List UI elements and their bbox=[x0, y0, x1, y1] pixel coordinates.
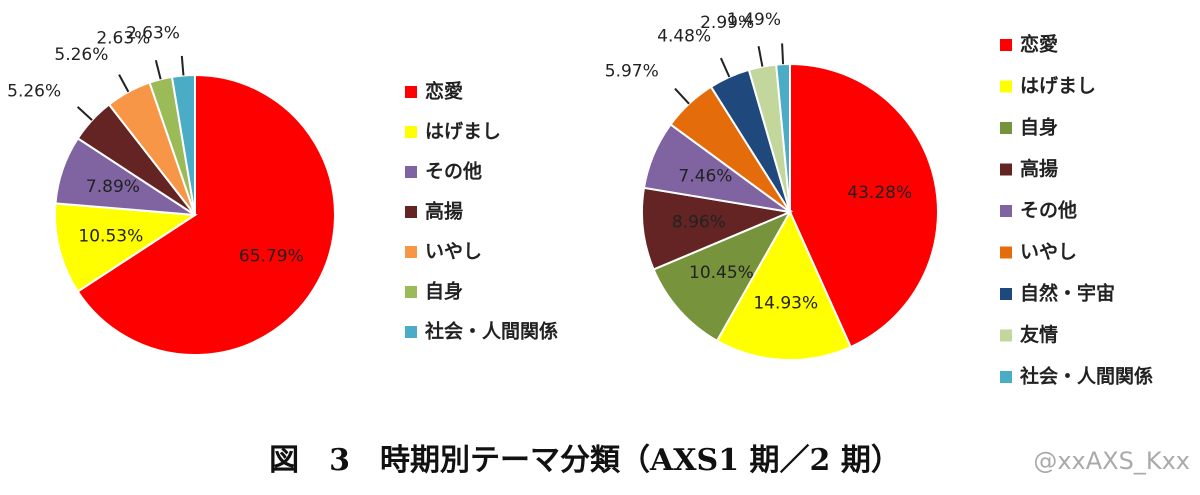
leader-line bbox=[757, 46, 764, 67]
legend-swatch bbox=[1000, 80, 1012, 93]
data-label: 4.48% bbox=[657, 26, 711, 46]
leader-line bbox=[76, 106, 93, 121]
legend-label: 恋愛 bbox=[1020, 33, 1058, 56]
leader-line bbox=[154, 60, 162, 80]
data-label: 7.46% bbox=[678, 166, 732, 186]
pie-slice bbox=[54, 202, 198, 293]
legend-swatch bbox=[1000, 329, 1012, 342]
data-label: 65.79% bbox=[239, 246, 304, 266]
leader-line bbox=[118, 74, 130, 93]
watermark: @xxAXS_Kxx bbox=[1033, 447, 1190, 475]
data-label: 8.96% bbox=[672, 213, 726, 233]
data-label: 5.26% bbox=[7, 82, 61, 102]
legend-swatch bbox=[1000, 205, 1012, 217]
legend-label: はげまし bbox=[1020, 75, 1096, 97]
legend-label: 恋愛 bbox=[425, 80, 463, 103]
legend-swatch bbox=[1000, 163, 1012, 176]
legend-label: いやし bbox=[425, 241, 482, 263]
legend-label: 社会・人間関係 bbox=[1019, 365, 1153, 388]
pie-slice bbox=[641, 186, 794, 271]
leader-line bbox=[674, 87, 690, 105]
data-label: 14.93% bbox=[753, 294, 818, 314]
data-label: 2.99% bbox=[700, 13, 754, 33]
legend-swatch bbox=[405, 286, 417, 298]
data-label: 5.26% bbox=[54, 45, 108, 65]
legend-swatch bbox=[1000, 246, 1012, 259]
legend-swatch bbox=[405, 246, 417, 258]
legend-label: 社会・人間関係 bbox=[424, 320, 558, 343]
caption: 図 3 時期別テーマ分類（AXS1 期／2 期） bbox=[269, 443, 901, 478]
pie-slice bbox=[652, 209, 793, 343]
leader-line bbox=[719, 57, 731, 78]
legend-label: はげまし bbox=[425, 121, 501, 143]
pie-slice bbox=[76, 73, 336, 356]
legend-swatch bbox=[405, 126, 417, 138]
legend-swatch bbox=[405, 326, 417, 338]
legend-label: その他 bbox=[425, 160, 482, 183]
data-label: 7.89% bbox=[86, 177, 140, 197]
data-label: 10.53% bbox=[78, 226, 143, 246]
legend-label: 自身 bbox=[1020, 116, 1058, 139]
legend-swatch bbox=[405, 206, 417, 218]
leader-line bbox=[781, 43, 785, 65]
data-label: 5.97% bbox=[605, 61, 659, 81]
data-label: 2.63% bbox=[96, 29, 150, 49]
legend-label: その他 bbox=[1020, 199, 1077, 222]
leader-line bbox=[180, 55, 185, 76]
legend-swatch bbox=[405, 166, 417, 178]
legend-label: 自身 bbox=[425, 280, 463, 303]
data-label: 2.63% bbox=[126, 24, 180, 44]
legend-label: いやし bbox=[1020, 241, 1077, 263]
data-label: 43.28% bbox=[847, 183, 912, 203]
legend-label: 高揚 bbox=[1020, 157, 1058, 180]
pie-slice bbox=[715, 209, 853, 361]
pie-slice bbox=[775, 62, 791, 213]
legend-swatch bbox=[1000, 371, 1012, 383]
legend-swatch bbox=[1000, 39, 1012, 51]
legend-label: 自然・宇宙 bbox=[1020, 282, 1115, 305]
legend-label: 友情 bbox=[1020, 323, 1058, 346]
data-label: 1.49% bbox=[727, 10, 781, 30]
pie-slice bbox=[789, 62, 939, 349]
legend-label: 高揚 bbox=[425, 200, 463, 223]
data-label: 10.45% bbox=[689, 263, 754, 283]
legend-swatch bbox=[1000, 288, 1012, 300]
legend-swatch bbox=[1000, 122, 1012, 134]
legend-swatch bbox=[405, 86, 417, 98]
